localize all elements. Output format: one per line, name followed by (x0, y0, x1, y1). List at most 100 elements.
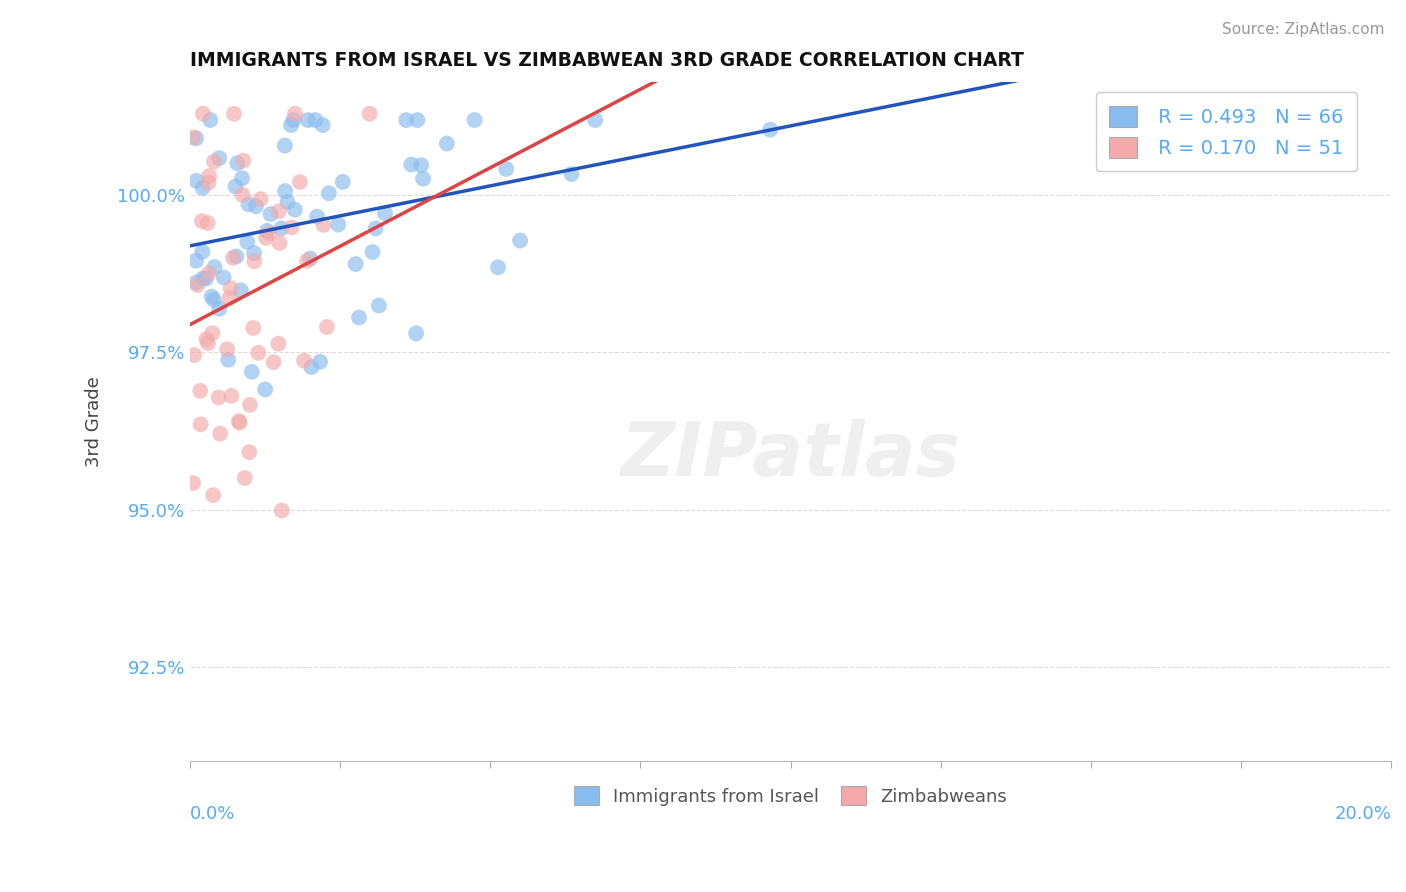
Point (191, 244, 214, 259)
Point (759, 122, 782, 136)
Point (263, 355, 285, 369)
Point (221, 389, 243, 403)
Point (191, 271, 214, 285)
Point (276, 194, 298, 209)
Point (267, 336, 290, 351)
Point (200, 113, 222, 128)
Point (184, 131, 207, 145)
Point (188, 384, 211, 398)
Point (328, 218, 350, 232)
Point (202, 293, 225, 307)
Point (304, 113, 326, 128)
Point (209, 426, 232, 441)
Point (309, 355, 332, 369)
Point (560, 167, 582, 181)
Legend: Immigrants from Israel, Zimbabweans: Immigrants from Israel, Zimbabweans (567, 779, 1015, 813)
Point (256, 224, 278, 238)
Point (195, 332, 218, 346)
Point (359, 107, 381, 121)
Point (228, 416, 250, 430)
Point (217, 342, 239, 356)
Point (238, 445, 260, 459)
Y-axis label: 3rd Grade: 3rd Grade (86, 376, 103, 467)
Text: IMMIGRANTS FROM ISRAEL VS ZIMBABWEAN 3RD GRADE CORRELATION CHART: IMMIGRANTS FROM ISRAEL VS ZIMBABWEAN 3RD… (190, 51, 1024, 70)
Point (270, 503, 292, 517)
Point (181, 130, 204, 145)
Point (197, 216, 219, 230)
Point (495, 161, 517, 176)
Point (201, 290, 224, 304)
Point (238, 197, 260, 211)
Point (226, 156, 249, 170)
Point (198, 169, 221, 183)
Point (222, 251, 245, 265)
Point (247, 346, 270, 360)
Point (280, 220, 302, 235)
Point (295, 253, 318, 268)
Point (254, 383, 277, 397)
Point (274, 184, 297, 198)
Point (204, 260, 226, 274)
Point (412, 171, 434, 186)
Point (219, 281, 242, 295)
Point (186, 174, 208, 188)
Point (344, 257, 367, 271)
Point (239, 398, 262, 412)
Point (181, 475, 204, 490)
Point (312, 118, 335, 132)
Text: 0.0%: 0.0% (190, 805, 235, 823)
Point (297, 113, 319, 128)
Point (243, 246, 266, 260)
Point (208, 151, 231, 165)
Point (191, 181, 214, 195)
Point (374, 206, 396, 220)
Point (307, 210, 329, 224)
Point (197, 335, 219, 350)
Point (274, 138, 297, 153)
Point (225, 179, 247, 194)
Point (254, 231, 277, 245)
Point (229, 283, 252, 297)
Point (233, 471, 256, 485)
Point (269, 235, 291, 250)
Point (284, 107, 307, 121)
Point (401, 157, 423, 171)
Point (231, 187, 253, 202)
Point (299, 252, 322, 266)
Point (486, 260, 509, 275)
Point (332, 175, 354, 189)
Point (231, 171, 253, 186)
Point (411, 158, 433, 172)
Point (207, 391, 229, 405)
Point (367, 299, 389, 313)
Point (280, 118, 302, 132)
Point (364, 221, 387, 235)
Point (249, 192, 271, 206)
Point (197, 176, 219, 190)
Point (236, 235, 259, 249)
Point (406, 113, 429, 128)
Point (267, 204, 290, 219)
Point (191, 214, 214, 228)
Point (301, 359, 323, 374)
Point (212, 270, 235, 285)
Point (242, 321, 264, 335)
Point (191, 107, 214, 121)
Point (284, 202, 307, 217)
Point (202, 154, 225, 169)
Point (232, 153, 254, 168)
Point (292, 353, 315, 368)
Point (316, 320, 339, 334)
Text: 20.0%: 20.0% (1334, 805, 1391, 823)
Point (201, 326, 224, 341)
Point (222, 107, 245, 121)
Point (270, 221, 292, 235)
Point (228, 414, 250, 428)
Point (361, 245, 384, 260)
Point (259, 207, 281, 221)
Point (184, 253, 207, 268)
Point (202, 488, 225, 502)
Point (283, 113, 305, 128)
Text: ZIPatlas: ZIPatlas (620, 419, 960, 492)
Point (436, 136, 458, 151)
